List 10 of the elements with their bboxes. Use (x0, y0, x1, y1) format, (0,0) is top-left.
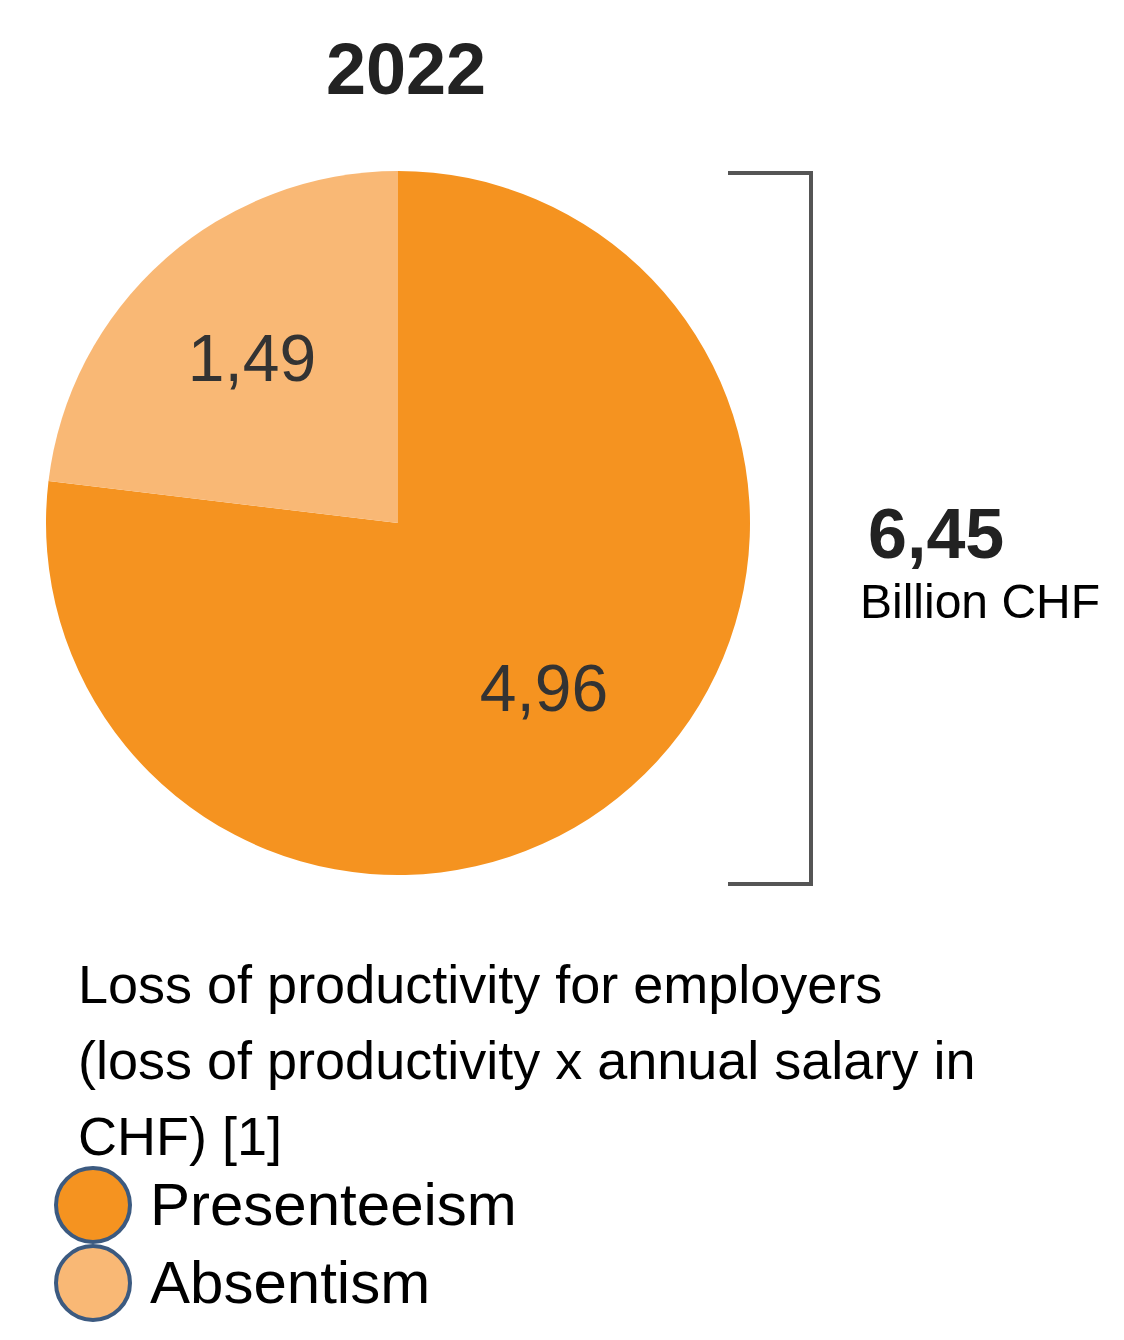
text: 6,45 (868, 495, 1005, 573)
legend-label: Absentism (150, 1249, 431, 1316)
chart-title: 2022 (325, 29, 487, 109)
pie-slice (46, 171, 750, 875)
text: Billion CHF (860, 575, 1101, 628)
legend-label: Presenteeism (150, 1171, 517, 1238)
pie-slice (48, 171, 398, 523)
data-label: 4,96 (479, 650, 609, 725)
data-label: 1,49 (187, 321, 317, 396)
legend-title: Loss of productivity for employers (loss of productivity x annual salary in CHF) [1] (78, 954, 976, 1166)
